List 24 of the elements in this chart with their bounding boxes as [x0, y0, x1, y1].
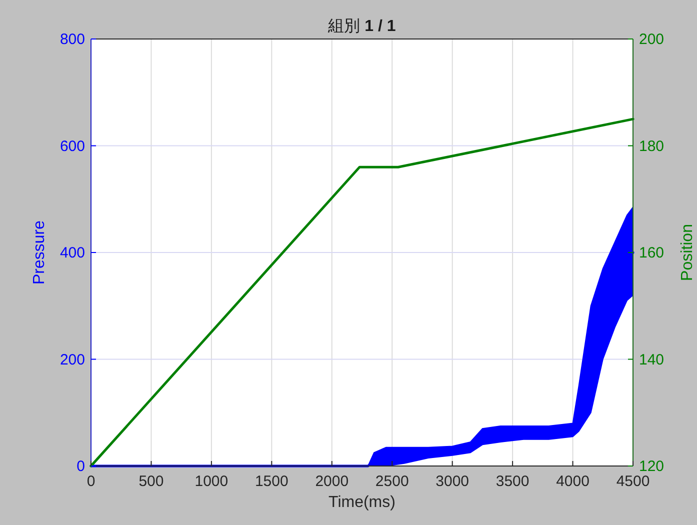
y-tick-label: 200	[60, 351, 85, 368]
y2-tick-label: 200	[639, 31, 664, 48]
x-tick-label: 1500	[254, 473, 288, 490]
x-tick-label: 3000	[436, 473, 470, 490]
x-tick-label: 3500	[496, 473, 530, 490]
x-tick-label: 2500	[375, 473, 409, 490]
chart-title: 組別 1 / 1	[327, 18, 396, 35]
y-tick-label: 400	[60, 244, 85, 262]
y2-tick-label: 120	[639, 458, 664, 475]
x-tick-label: 500	[138, 473, 164, 490]
x-axis-title: Time(ms)	[328, 494, 396, 511]
y-axis-title: Pressure	[31, 220, 48, 285]
x-tick-label: 1000	[194, 473, 228, 490]
y-tick-label: 600	[60, 138, 85, 155]
y-tick-label: 800	[60, 31, 85, 48]
x-tick-label: 4000	[556, 473, 590, 490]
y2-tick-label: 140	[639, 351, 664, 368]
x-tick-label: 4500	[616, 473, 650, 490]
y-tick-label: 0	[76, 458, 85, 475]
y2-tick-label: 160	[639, 244, 664, 262]
x-tick-label: 2000	[315, 473, 349, 490]
y2-axis-title: Position	[679, 224, 696, 281]
y2-tick-label: 180	[639, 138, 664, 155]
x-tick-label: 0	[86, 473, 96, 490]
